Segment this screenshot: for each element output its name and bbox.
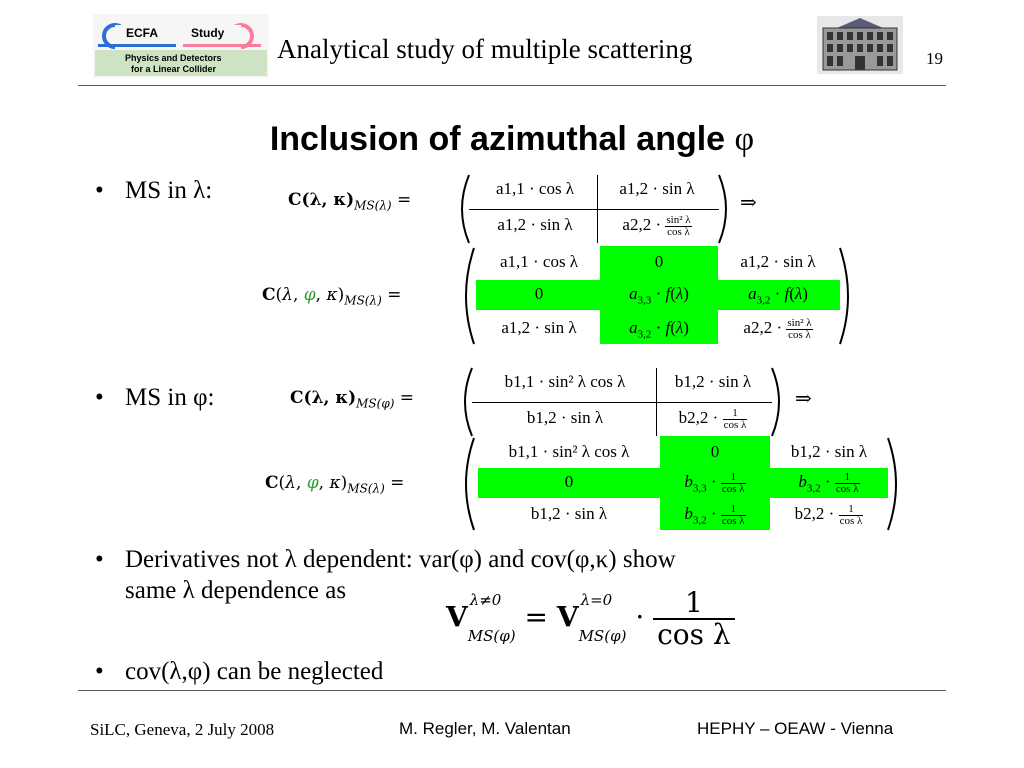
m4-cell-11: b1,1 · sin² λ cos λ	[508, 442, 630, 461]
footer-institute: HEPHY – OEAW - Vienna	[697, 719, 894, 738]
m1-cell-12: a1,2 · sin λ	[619, 179, 695, 198]
footer-divider	[78, 690, 946, 691]
implies-arrow-1: ⇒	[740, 190, 757, 214]
bullet-dot: •	[95, 384, 104, 411]
m2-cell-33: a2,2 · sin² λ cos λ	[743, 316, 813, 341]
bullet-dot: •	[95, 658, 104, 685]
m2-cell-22: a3,3 · f(λ)	[629, 284, 689, 307]
page-number: 19	[926, 49, 943, 68]
m4-cell-22: b3,3 · 1 cos λ	[684, 470, 746, 495]
m2-cell-23: a3,2 · f(λ)	[748, 284, 808, 307]
m2-cell-21: 0	[534, 284, 544, 303]
bullet-text: MS in λ:	[125, 177, 213, 204]
bullet-dot: •	[95, 177, 104, 204]
m4-cell-23: b3,2 · 1 cos λ	[798, 470, 860, 495]
m1-cell-21: a1,2 · sin λ	[497, 215, 573, 234]
m2-cell-32: a3,2 · f(λ)	[629, 318, 689, 341]
slide-title: Inclusion of azimuthal angle φ	[0, 120, 1024, 159]
bullet-text: cov(λ,φ) can be neglected	[125, 658, 384, 685]
m2-cell-13: a1,2 · sin λ	[740, 252, 816, 271]
m4-cell-31: b1,2 · sin λ	[530, 504, 608, 523]
m2-cell-31: a1,2 · sin λ	[501, 318, 577, 337]
ecfa-logo: ECFA Study Physics and Detectors for a L…	[93, 14, 269, 78]
institute-building-image	[817, 16, 903, 74]
highlight-row2	[478, 468, 888, 498]
m3-cell-21: b1,2 · sin λ	[526, 408, 604, 427]
highlight-row2	[476, 280, 840, 310]
logo-line1: Physics and Detectors	[125, 53, 222, 63]
m4-cell-32: b3,2 · 1 cos λ	[684, 502, 746, 527]
m2-cell-11: a1,1 · cos λ	[499, 252, 579, 271]
logo-line2: for a Linear Collider	[131, 64, 217, 74]
bullet-text-line2: same λ dependence as	[125, 577, 347, 604]
implies-arrow-2: ⇒	[795, 386, 812, 410]
m4-cell-33: b2,2 · 1 cos λ	[794, 502, 864, 527]
matrix-ms-lambda-3x3: a1,1 · cos λ 0 a1,2 · sin λ 0 a3,3 · f(λ…	[458, 246, 858, 346]
bullet-text: MS in φ:	[125, 384, 215, 411]
m3-cell-22: b2,2 · 1 cos λ	[678, 406, 748, 431]
eq1-lhs: C(λ, κ)MS(λ) =	[288, 190, 412, 213]
header-divider	[78, 85, 946, 86]
header-title: Analytical study of multiple scattering	[277, 34, 693, 64]
logo-ecfa-text: ECFA	[126, 26, 159, 40]
matrix-ms-phi-2x2: b1,1 · sin² λ cos λ b1,2 · sin λ b1,2 · …	[458, 366, 788, 438]
slide-title-symbol: φ	[734, 121, 755, 158]
slide-title-text: Inclusion of azimuthal angle	[269, 120, 726, 158]
m4-cell-21: 0	[564, 472, 574, 491]
m2-cell-12: 0	[654, 252, 664, 271]
m1-cell-22: a2,2 · sin² λ cos λ	[622, 213, 692, 238]
bullet-dot: •	[95, 546, 104, 573]
bullet-text-line1: Derivatives not λ dependent: var(φ) and …	[125, 546, 676, 573]
m3-cell-12: b1,2 · sin λ	[674, 372, 752, 391]
eq3-lhs: C(λ, κ)MS(φ) =	[290, 388, 415, 411]
eq4-lhs: C(λ, φ, κ)MS(λ) =	[265, 473, 405, 496]
m4-cell-12: 0	[710, 442, 720, 461]
footer-authors: M. Regler, M. Valentan	[399, 719, 571, 738]
footer-event: SiLC, Geneva, 2 July 2008	[90, 720, 275, 739]
m3-cell-11: b1,1 · sin² λ cos λ	[504, 372, 626, 391]
eq2-lhs: C(λ, φ, κ)MS(λ) =	[262, 285, 402, 308]
m1-cell-11: a1,1 · cos λ	[495, 179, 575, 198]
matrix-ms-lambda-2x2: a1,1 · cos λ a1,2 · sin λ a1,2 · sin λ a…	[455, 173, 735, 245]
m4-cell-13: b1,2 · sin λ	[790, 442, 868, 461]
matrix-ms-phi-3x3: b1,1 · sin² λ cos λ 0 b1,2 · sin λ 0 b3,…	[458, 436, 906, 532]
logo-study-text: Study	[191, 26, 225, 40]
